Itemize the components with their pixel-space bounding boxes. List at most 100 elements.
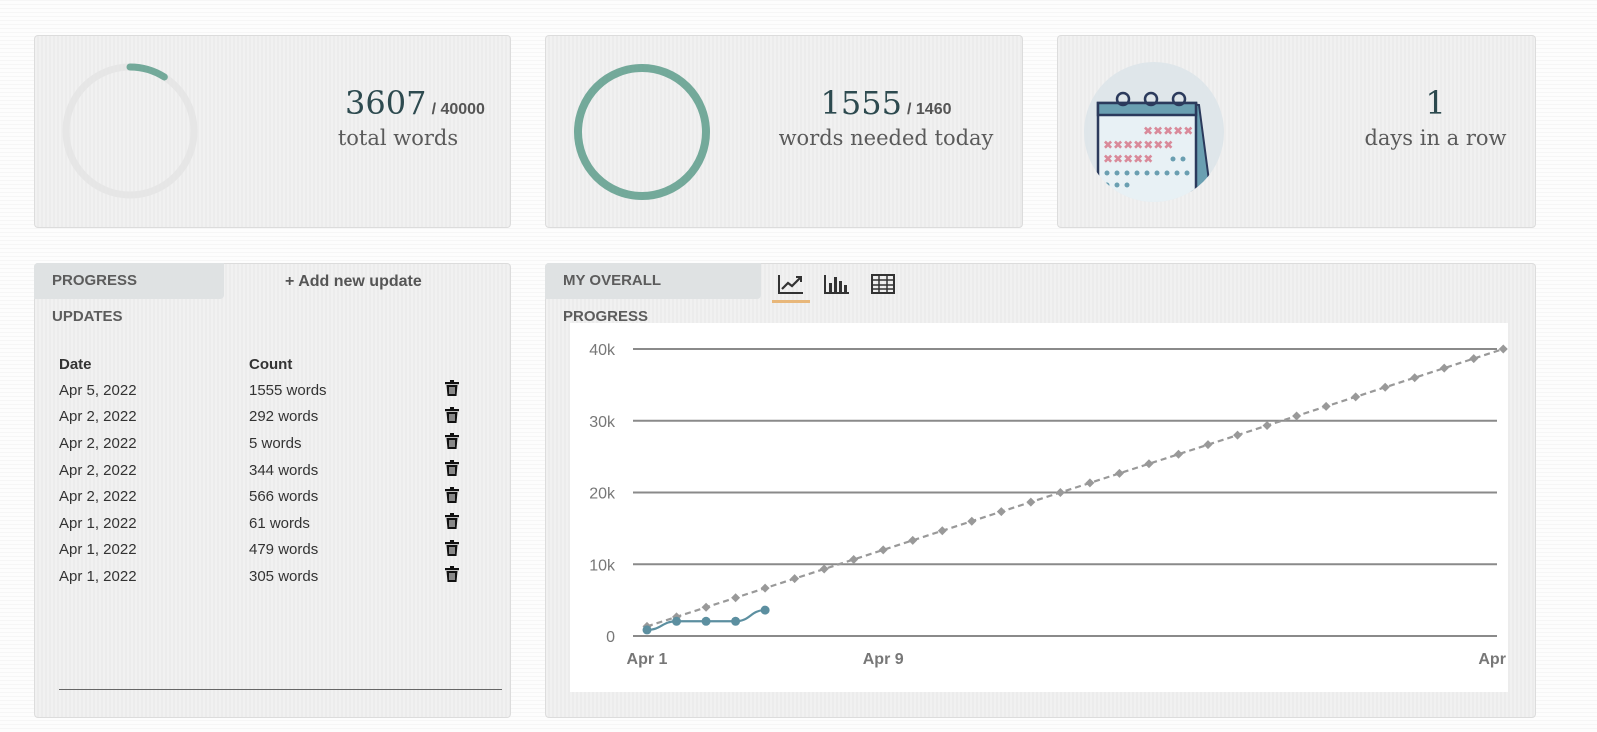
target-point: [731, 593, 741, 603]
delete-update-button[interactable]: [445, 377, 469, 404]
delete-update-button[interactable]: [445, 457, 469, 484]
target-point: [1439, 363, 1449, 373]
update-date: Apr 5, 2022: [59, 381, 137, 399]
updates-table: Date Count Apr 5, 2022 1555 words Apr 2, 2…: [59, 351, 469, 590]
target-point: [1114, 468, 1124, 478]
line-chart-icon[interactable]: [772, 270, 810, 303]
streak-label: days in a row: [1364, 126, 1507, 150]
delete-update-button[interactable]: [445, 563, 469, 590]
trash-icon[interactable]: [445, 380, 459, 397]
table-icon[interactable]: [866, 270, 900, 298]
target-point: [1262, 421, 1272, 431]
trash-icon[interactable]: [445, 433, 459, 450]
total-words-ring: [62, 63, 198, 199]
update-count: 566 words: [249, 488, 319, 506]
streak-value: 1: [1425, 84, 1446, 122]
update-date: Apr 2, 2022: [59, 408, 137, 426]
total-words-goal: / 40000: [431, 101, 485, 118]
target-point: [908, 535, 918, 545]
y-tick-label: 30k: [589, 414, 616, 431]
table-row: Apr 5, 2022 1555 words: [59, 377, 469, 404]
target-point: [1203, 440, 1213, 450]
target-point: [1085, 478, 1095, 488]
table-row: Apr 2, 2022 566 words: [59, 483, 469, 510]
target-line: [646, 347, 1504, 628]
words-needed-ring: [574, 64, 710, 200]
update-date: Apr 2, 2022: [59, 461, 137, 479]
target-point: [1498, 344, 1508, 354]
streak-card: ✖✖✖✖✖ ✖✖✖✖✖✖✖ ✖✖✖✖✖ 1 days in a row: [1057, 35, 1536, 228]
total-words-card: 3607 / 40000 total words: [34, 35, 511, 228]
trash-icon[interactable]: [445, 539, 459, 556]
trash-icon[interactable]: [445, 486, 459, 503]
table-divider: [59, 689, 502, 690]
actual-point: [672, 616, 682, 626]
table-row: Apr 2, 2022 292 words: [59, 404, 469, 431]
target-point: [1173, 449, 1183, 459]
trash-icon[interactable]: [445, 513, 459, 530]
streak-stat: 1 days in a row: [1348, 84, 1523, 150]
trash-icon[interactable]: [445, 406, 459, 423]
delete-update-button[interactable]: [445, 483, 469, 510]
delete-update-button[interactable]: [445, 430, 469, 457]
target-point: [878, 545, 888, 555]
target-point: [996, 507, 1006, 517]
target-point: [701, 602, 711, 612]
svg-text:✖✖✖✖✖: ✖✖✖✖✖: [1103, 152, 1153, 166]
target-point: [1233, 430, 1243, 440]
progress-chart: 0 10k 20k 30k 40k Apr 1 Apr 9 Apr 30: [570, 323, 1528, 692]
actual-point: [701, 616, 711, 626]
table-header-row: Date Count: [59, 351, 469, 377]
target-point: [1410, 373, 1420, 383]
overall-progress-panel: MY OVERALL PROGRESS 0 10k 2: [545, 263, 1536, 718]
words-needed-value: 1555: [820, 84, 902, 122]
actual-point: [731, 616, 741, 626]
update-date: Apr 1, 2022: [59, 541, 137, 559]
target-point: [1321, 401, 1331, 411]
target-point: [790, 574, 800, 584]
x-tick-label: Apr 9: [863, 651, 904, 668]
add-update-button[interactable]: + Add new update: [285, 273, 422, 290]
table-row: Apr 2, 2022 344 words: [59, 457, 469, 484]
target-point: [849, 554, 859, 564]
table-row: Apr 1, 2022 479 words: [59, 537, 469, 564]
update-date: Apr 1, 2022: [59, 567, 137, 585]
trash-icon[interactable]: [445, 460, 459, 477]
overall-progress-tab[interactable]: MY OVERALL PROGRESS: [545, 263, 761, 325]
target-point: [967, 516, 977, 526]
update-count: 5 words: [249, 434, 302, 452]
update-count: 344 words: [249, 461, 319, 479]
y-tick-label: 0: [606, 629, 615, 646]
delete-update-button[interactable]: [445, 537, 469, 564]
target-point: [1055, 488, 1065, 497]
words-needed-goal: / 1460: [907, 101, 952, 118]
delete-update-button[interactable]: [445, 510, 469, 537]
bar-chart-icon[interactable]: [820, 270, 854, 298]
update-date: Apr 2, 2022: [59, 434, 137, 452]
actual-point: [642, 625, 652, 635]
date-column-header: Date: [59, 355, 92, 373]
target-point: [1351, 392, 1361, 402]
update-count: 1555 words: [249, 381, 327, 399]
svg-text:✖✖✖✖✖✖✖: ✖✖✖✖✖✖✖: [1103, 138, 1173, 152]
target-point: [1380, 382, 1390, 392]
words-needed-card: 1555 / 1460 words needed today: [545, 35, 1023, 228]
y-tick-label: 10k: [589, 557, 616, 574]
delete-update-button[interactable]: [445, 404, 469, 431]
target-point: [1469, 354, 1479, 364]
total-words-value: 3607: [345, 84, 427, 122]
table-row: Apr 2, 2022 5 words: [59, 430, 469, 457]
x-tick-label: Apr 1: [627, 651, 668, 668]
update-count: 479 words: [249, 541, 319, 559]
chart-view-switcher: [772, 270, 900, 303]
trash-icon[interactable]: [445, 566, 459, 583]
target-point: [1292, 411, 1302, 421]
update-date: Apr 2, 2022: [59, 488, 137, 506]
total-words-stat: 3607 / 40000 total words: [305, 84, 525, 150]
update-count: 305 words: [249, 567, 319, 585]
progress-updates-tab[interactable]: PROGRESS UPDATES: [34, 263, 224, 325]
progress-updates-panel: PROGRESS UPDATES + Add new update Date C…: [34, 263, 511, 718]
target-point: [760, 583, 770, 593]
target-point: [819, 564, 829, 574]
table-row: Apr 1, 2022 305 words: [59, 563, 469, 590]
